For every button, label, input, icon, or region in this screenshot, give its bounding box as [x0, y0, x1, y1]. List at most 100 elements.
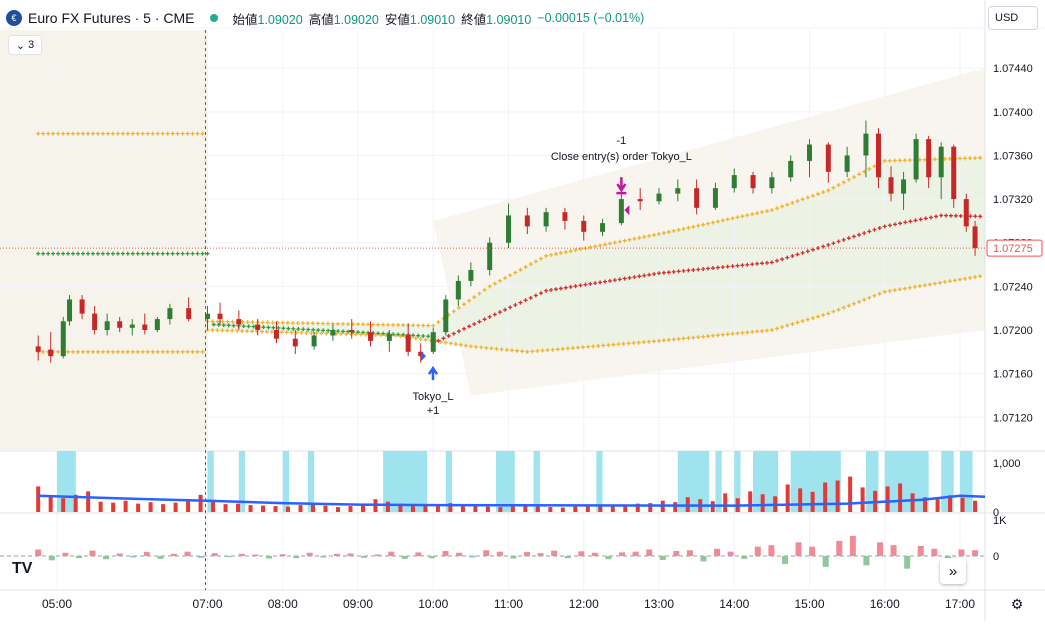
upper-band-marker: [851, 174, 856, 179]
candle[interactable]: [205, 306, 210, 330]
mid-line-marker: [451, 331, 456, 336]
candle[interactable]: [825, 142, 831, 183]
candle[interactable]: [255, 319, 261, 336]
upper-band-marker: [647, 233, 652, 238]
volume-bar: [935, 499, 940, 512]
green-line-marker: [81, 251, 86, 256]
euro-globe-icon[interactable]: €: [6, 10, 22, 26]
candle[interactable]: [581, 215, 587, 241]
lower-band-marker: [805, 317, 810, 322]
candle[interactable]: [901, 171, 907, 210]
green-line-marker: [301, 327, 306, 332]
candle[interactable]: [637, 188, 643, 210]
candle-body: [926, 139, 932, 178]
candle[interactable]: [487, 237, 493, 276]
candle[interactable]: [67, 295, 73, 326]
candle[interactable]: [506, 203, 511, 249]
candle[interactable]: [963, 193, 969, 232]
candle[interactable]: [292, 330, 298, 354]
candle[interactable]: [430, 327, 436, 354]
candle[interactable]: [48, 332, 54, 363]
candle[interactable]: [888, 166, 894, 202]
scroll-to-realtime-button[interactable]: »: [940, 558, 966, 584]
green-line-marker: [396, 332, 401, 337]
upper-band-marker: [872, 164, 877, 169]
osc-tick-label: 1K: [993, 515, 1007, 527]
candle[interactable]: [443, 295, 449, 336]
candle[interactable]: [79, 295, 85, 320]
candle[interactable]: [186, 297, 192, 322]
volume-highlight-zone: [884, 451, 929, 512]
candle[interactable]: [788, 155, 794, 182]
symbol-title[interactable]: Euro FX Futures · 5 · CME: [28, 10, 195, 26]
candle[interactable]: [675, 179, 681, 202]
candle[interactable]: [731, 168, 737, 193]
candle[interactable]: [273, 321, 279, 344]
candle[interactable]: [455, 275, 461, 306]
osc-bar: [795, 542, 802, 556]
candle[interactable]: [405, 323, 411, 357]
candle[interactable]: [807, 139, 812, 178]
mid-line-marker: [666, 270, 671, 275]
candle[interactable]: [311, 332, 317, 350]
candle[interactable]: [104, 313, 110, 336]
candle[interactable]: [562, 207, 568, 230]
candle-body: [455, 280, 461, 300]
tradingview-logo[interactable]: TV: [12, 560, 33, 577]
candle[interactable]: [694, 179, 700, 215]
candle[interactable]: [913, 133, 919, 183]
candle[interactable]: [368, 321, 374, 347]
candle[interactable]: [142, 313, 148, 335]
candle[interactable]: [938, 142, 944, 200]
candle[interactable]: [712, 182, 718, 210]
candle[interactable]: [330, 324, 336, 341]
candle[interactable]: [750, 171, 756, 194]
candle[interactable]: [60, 316, 66, 359]
candle[interactable]: [875, 128, 881, 189]
osc-bar: [211, 553, 218, 556]
upper-band-marker: [285, 320, 290, 325]
candle[interactable]: [600, 218, 606, 237]
candle[interactable]: [972, 220, 978, 256]
candle[interactable]: [926, 135, 932, 189]
candle[interactable]: [524, 207, 530, 234]
candle[interactable]: [349, 319, 355, 339]
candle[interactable]: [543, 207, 549, 232]
upper-band-marker: [810, 193, 815, 198]
candle[interactable]: [951, 144, 957, 208]
upper-band-marker: [730, 216, 735, 221]
indicators-collapse-button[interactable]: ⌄ 3: [8, 35, 42, 55]
candle[interactable]: [844, 146, 850, 178]
candle[interactable]: [154, 316, 160, 333]
lower-band-pre-marker: [190, 349, 195, 354]
candle[interactable]: [656, 188, 662, 205]
candle[interactable]: [863, 120, 869, 178]
green-line-marker: [296, 327, 301, 332]
currency-select[interactable]: USD: [988, 6, 1038, 30]
candle[interactable]: [418, 343, 424, 363]
candle[interactable]: [92, 306, 98, 335]
green-line-marker: [145, 251, 150, 256]
candle[interactable]: [236, 310, 242, 330]
lower-band-marker: [319, 331, 324, 336]
lower-band-marker: [937, 280, 942, 285]
osc-bar: [714, 548, 721, 556]
settings-gear-icon[interactable]: ⚙: [1010, 595, 1024, 612]
upper-band-marker: [300, 321, 305, 326]
candle[interactable]: [217, 302, 223, 325]
candle[interactable]: [386, 330, 392, 352]
candle[interactable]: [117, 316, 123, 333]
lower-band-marker: [715, 333, 720, 338]
last-price-badge: [986, 239, 1043, 257]
lower-band-marker: [230, 328, 235, 333]
candle[interactable]: [35, 335, 41, 361]
upper-band-marker: [671, 228, 676, 233]
candle[interactable]: [769, 171, 775, 194]
candle[interactable]: [129, 319, 135, 336]
candle[interactable]: [167, 303, 173, 325]
candle[interactable]: [618, 193, 624, 226]
upper-band-pre-marker: [185, 131, 190, 136]
candle[interactable]: [468, 262, 474, 287]
